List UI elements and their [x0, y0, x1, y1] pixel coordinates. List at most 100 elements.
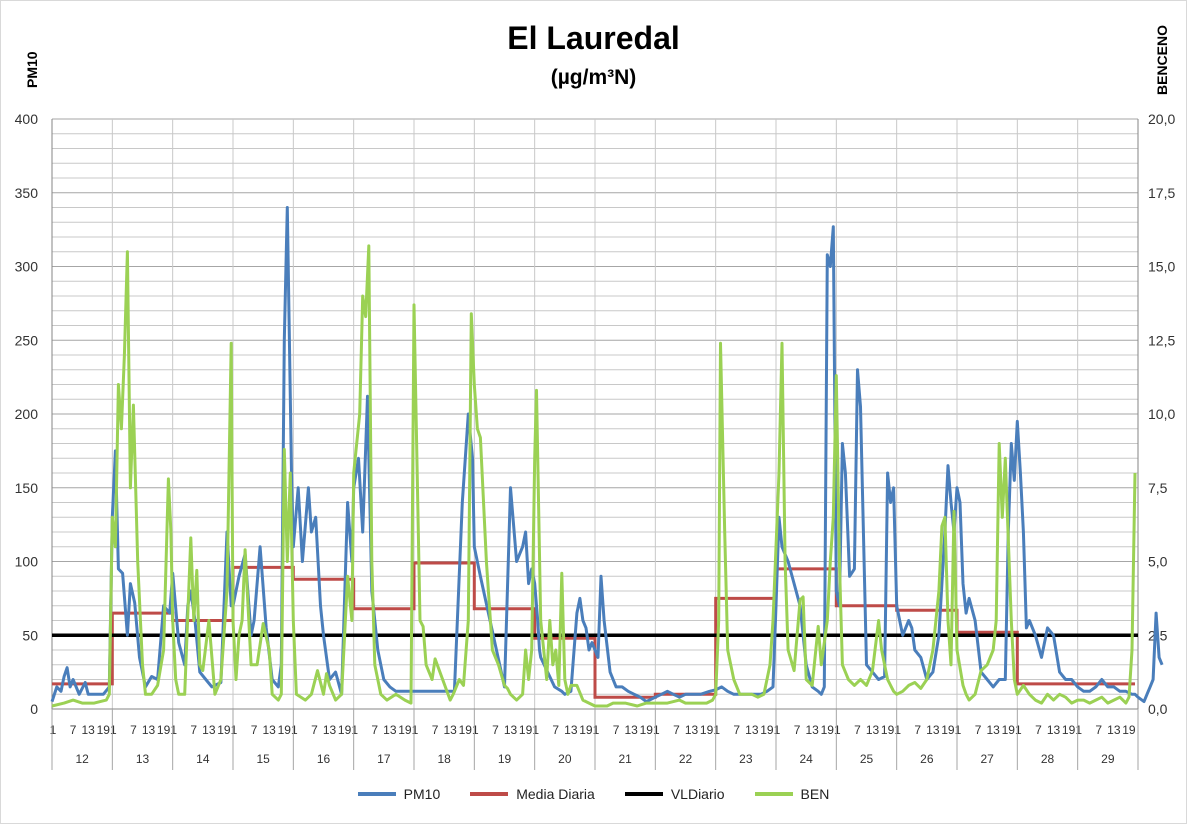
hour-tick-label: 7	[854, 723, 861, 737]
left-tick-label: 150	[15, 480, 39, 496]
legend-label: PM10	[403, 786, 441, 802]
hour-tick-label: 13	[1047, 723, 1061, 737]
hour-tick-label: 13	[262, 723, 276, 737]
chart-subtitle: (µg/m³N)	[550, 66, 637, 89]
hour-tick-label: 7	[70, 723, 77, 737]
hour-tick-label: 1	[291, 723, 298, 737]
hour-tick-label: 1	[50, 723, 57, 737]
left-tick-label: 100	[15, 554, 39, 570]
hour-tick-label: 1	[170, 723, 177, 737]
day-tick-label: 16	[317, 752, 331, 766]
day-tick-label: 25	[860, 752, 874, 766]
hour-tick-label: 19	[1062, 723, 1076, 737]
hour-tick-label: 7	[1095, 723, 1102, 737]
legend-item: VLDiario	[624, 786, 725, 802]
left-tick-label: 400	[15, 111, 39, 127]
hour-tick-label: 13	[926, 723, 940, 737]
hour-tick-label: 1	[412, 723, 419, 737]
hour-tick-label: 13	[323, 723, 337, 737]
legend-swatch	[624, 792, 663, 796]
hour-tick-label: 13	[685, 723, 699, 737]
hour-tick-label: 7	[190, 723, 197, 737]
hour-tick-label: 1	[351, 723, 358, 737]
hour-tick-label: 19	[700, 723, 714, 737]
hour-tick-label: 19	[881, 723, 895, 737]
hour-tick-label: 1	[472, 723, 479, 737]
hour-tick-label: 1	[110, 723, 117, 737]
hour-tick-label: 19	[338, 723, 352, 737]
left-tick-label: 300	[15, 259, 39, 275]
hour-tick-label: 13	[1107, 723, 1121, 737]
day-tick-label: 19	[498, 752, 512, 766]
hour-tick-label: 1	[1075, 723, 1082, 737]
day-tick-label: 23	[739, 752, 753, 766]
legend-item: PM10	[357, 786, 441, 802]
right-tick-label: 10,0	[1148, 406, 1175, 422]
right-tick-label: 17,5	[1148, 185, 1175, 201]
hour-tick-label: 19	[278, 723, 292, 737]
hour-tick-label: 19	[640, 723, 654, 737]
hour-tick-label: 7	[311, 723, 318, 737]
left-tick-label: 0	[30, 701, 38, 717]
hour-tick-label: 13	[142, 723, 156, 737]
hour-tick-label: 7	[1035, 723, 1042, 737]
hour-tick-label: 1	[532, 723, 539, 737]
legend-label: VLDiario	[670, 786, 725, 802]
hour-tick-label: 13	[383, 723, 397, 737]
legend-label: Media Diaria	[516, 786, 595, 802]
hour-tick-label: 13	[564, 723, 578, 737]
hour-tick-label: 19	[1002, 723, 1016, 737]
hour-tick-label: 13	[81, 723, 95, 737]
hour-tick-label: 19	[941, 723, 955, 737]
hour-tick-label: 19	[760, 723, 774, 737]
hour-tick-label: 19	[519, 723, 533, 737]
hour-tick-label: 1	[955, 723, 962, 737]
hour-tick-label: 19	[97, 723, 111, 737]
hour-tick-label: 19	[459, 723, 473, 737]
hour-tick-label: 13	[866, 723, 880, 737]
hour-tick-label: 13	[504, 723, 518, 737]
day-tick-label: 22	[679, 752, 693, 766]
hour-tick-label: 7	[613, 723, 620, 737]
hour-tick-label: 7	[794, 723, 801, 737]
day-tick-label: 15	[256, 752, 270, 766]
hour-tick-label: 7	[371, 723, 378, 737]
day-tick-label: 21	[618, 752, 632, 766]
hour-tick-label: 1	[834, 723, 841, 737]
legend-swatch	[754, 792, 793, 796]
hour-tick-label: 19	[579, 723, 593, 737]
series-line-ben	[51, 244, 1137, 708]
hour-tick-label: 1	[894, 723, 901, 737]
legend-swatch	[357, 792, 396, 796]
right-tick-label: 5,0	[1148, 554, 1168, 570]
legend-label: BEN	[800, 786, 830, 802]
hour-tick-label: 1	[713, 723, 720, 737]
hour-tick-label: 13	[202, 723, 216, 737]
right-tick-label: 15,0	[1148, 259, 1175, 275]
day-tick-label: 26	[920, 752, 934, 766]
day-tick-label: 12	[75, 752, 89, 766]
day-tick-label: 29	[1101, 752, 1115, 766]
day-tick-label: 20	[558, 752, 572, 766]
day-tick-label: 14	[196, 752, 210, 766]
hour-tick-label: 7	[251, 723, 258, 737]
day-tick-label: 27	[980, 752, 994, 766]
hour-tick-label: 1	[774, 723, 781, 737]
hour-tick-label: 13	[745, 723, 759, 737]
legend: PM10 Media Diaria VLDiario BEN	[0, 786, 1187, 802]
hour-tick-label: 19	[1122, 723, 1136, 737]
hour-tick-label: 7	[673, 723, 680, 737]
hour-tick-label: 7	[432, 723, 439, 737]
hour-tick-label: 7	[552, 723, 559, 737]
legend-item: BEN	[754, 786, 830, 802]
hour-tick-label: 19	[398, 723, 412, 737]
left-tick-label: 200	[15, 406, 39, 422]
hour-tick-label: 7	[975, 723, 982, 737]
hour-tick-label: 13	[443, 723, 457, 737]
chart-title: El Lauredal	[507, 20, 680, 56]
hour-tick-label: 1	[593, 723, 600, 737]
hour-tick-label: 1	[231, 723, 238, 737]
legend-swatch	[470, 792, 509, 796]
left-tick-label: 50	[22, 627, 38, 643]
